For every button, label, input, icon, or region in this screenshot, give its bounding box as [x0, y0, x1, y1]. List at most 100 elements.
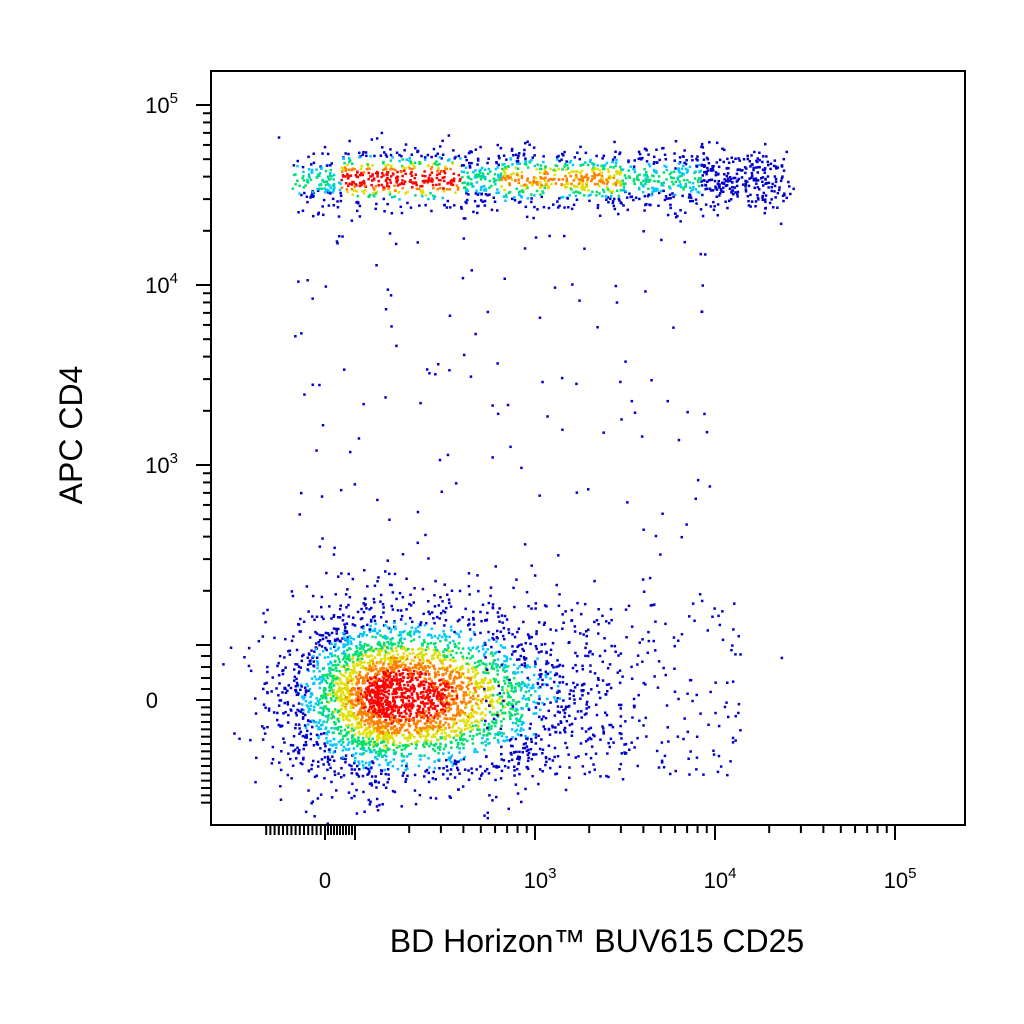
data-point: [347, 174, 351, 178]
data-point: [734, 714, 737, 718]
data-point: [426, 153, 430, 157]
data-point: [336, 690, 339, 693]
data-point: [369, 800, 372, 803]
data-point: [484, 707, 488, 711]
data-point: [655, 749, 659, 753]
data-point: [712, 749, 715, 752]
data-point: [404, 737, 408, 740]
data-point: [401, 715, 404, 719]
data-point: [392, 678, 396, 681]
data-point: [714, 711, 717, 715]
data-point: [498, 607, 501, 610]
data-point: [439, 596, 442, 599]
data-point: [461, 672, 465, 675]
data-point: [397, 634, 401, 637]
data-point: [731, 644, 734, 647]
data-point: [370, 689, 373, 693]
data-point: [307, 710, 310, 714]
data-point: [385, 703, 388, 706]
data-point: [486, 726, 489, 730]
data-point: [598, 214, 602, 217]
data-point: [527, 683, 530, 686]
data-point: [448, 675, 451, 678]
data-point: [330, 726, 333, 730]
data-point: [491, 636, 494, 640]
data-point: [321, 711, 325, 714]
data-point: [549, 648, 553, 652]
data-point: [576, 601, 579, 605]
data-point: [589, 193, 592, 197]
data-point: [752, 166, 755, 170]
data-point: [516, 671, 520, 674]
data-point: [461, 181, 464, 185]
data-point: [605, 186, 609, 189]
data-point: [435, 648, 438, 652]
data-point: [457, 633, 460, 636]
data-point: [727, 161, 731, 164]
data-point: [542, 205, 546, 209]
data-point: [520, 800, 523, 804]
data-point: [435, 714, 438, 717]
data-point: [549, 677, 552, 680]
data-point: [424, 652, 428, 656]
data-point: [354, 717, 357, 720]
data-point: [585, 712, 588, 715]
data-point: [482, 680, 485, 683]
data-point: [584, 730, 588, 733]
data-point: [437, 166, 440, 170]
data-point: [305, 743, 308, 747]
data-point: [517, 684, 520, 687]
data-point: [319, 695, 323, 698]
data-point: [369, 624, 372, 628]
data-point: [461, 616, 464, 619]
data-point: [689, 193, 692, 197]
data-point: [659, 189, 663, 193]
data-point: [392, 669, 396, 672]
data-point: [480, 619, 483, 623]
data-point: [329, 652, 332, 656]
data-point: [431, 183, 435, 187]
data-point: [431, 707, 435, 710]
data-point: [562, 709, 565, 712]
data-point: [510, 758, 514, 762]
data-point: [532, 673, 536, 677]
data-point: [651, 186, 654, 190]
data-point: [349, 701, 353, 705]
data-point: [410, 626, 414, 629]
data-point: [499, 174, 503, 177]
data-point: [505, 618, 509, 621]
data-point: [434, 642, 437, 645]
data-point: [422, 702, 426, 705]
data-point: [317, 640, 320, 644]
data-point: [356, 744, 359, 748]
data-point: [392, 704, 396, 707]
data-point: [628, 176, 631, 179]
data-point: [492, 721, 496, 725]
data-point: [585, 703, 588, 706]
data-point: [340, 767, 343, 770]
data-point: [291, 187, 294, 190]
data-point: [346, 677, 349, 680]
data-point: [408, 602, 411, 606]
data-point: [605, 620, 608, 623]
data-point: [449, 625, 453, 628]
data-point: [717, 185, 721, 188]
data-point: [462, 757, 466, 761]
data-point: [455, 632, 458, 635]
data-point: [387, 734, 390, 737]
data-point: [717, 179, 720, 183]
data-point: [324, 183, 328, 187]
data-point: [585, 642, 588, 645]
data-point: [579, 697, 582, 700]
data-point: [521, 681, 524, 684]
data-point: [325, 681, 329, 685]
data-point: [576, 654, 579, 658]
data-point: [392, 739, 396, 743]
data-point: [347, 791, 351, 794]
data-point: [555, 772, 559, 775]
data-point: [572, 170, 576, 173]
data-point: [392, 699, 395, 703]
data-point: [346, 701, 349, 704]
data-point: [352, 181, 356, 184]
data-point: [370, 706, 373, 709]
